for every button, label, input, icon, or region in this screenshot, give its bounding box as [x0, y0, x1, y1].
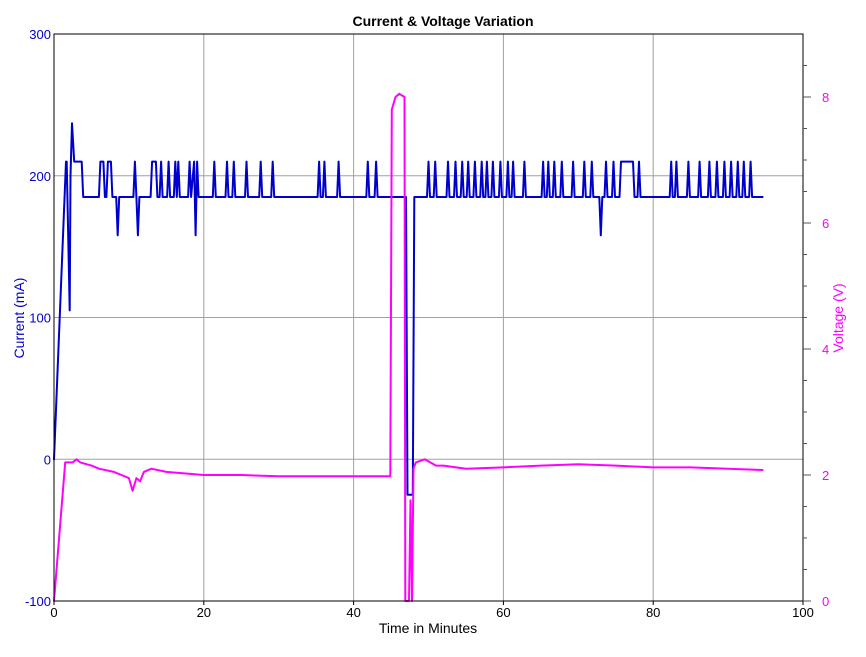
chart-title: Current & Voltage Variation: [353, 13, 534, 29]
y-right-tick-label: 6: [822, 216, 829, 231]
voltage-series-line: [53, 92, 764, 602]
series-layer: [53, 92, 764, 602]
y-right-tick-label: 4: [822, 342, 829, 357]
x-tick-label: 100: [792, 605, 814, 620]
x-tick-label: 60: [496, 605, 510, 620]
y-right-tick-label: 2: [822, 468, 829, 483]
y-left-tick-label: 100: [29, 311, 51, 326]
x-axis-label: Time in Minutes: [379, 620, 477, 636]
x-tick-label: 0: [50, 605, 57, 620]
x-tick-label: 20: [197, 605, 211, 620]
y-right-tick-label: 0: [822, 594, 829, 609]
y-axis-left-label: Current (mA): [11, 278, 27, 359]
current-series-line: [53, 122, 764, 496]
y-left-tick-label: 0: [44, 452, 51, 467]
y-left-tick-label: 200: [29, 169, 51, 184]
y-left-tick-label: 300: [29, 27, 51, 42]
y-left-tick-label: -100: [25, 594, 51, 609]
y-right-tick-label: 8: [822, 90, 829, 105]
y-axis-right-label: Voltage (V): [830, 283, 846, 352]
x-tick-label: 80: [646, 605, 660, 620]
x-tick-label: 40: [346, 605, 360, 620]
